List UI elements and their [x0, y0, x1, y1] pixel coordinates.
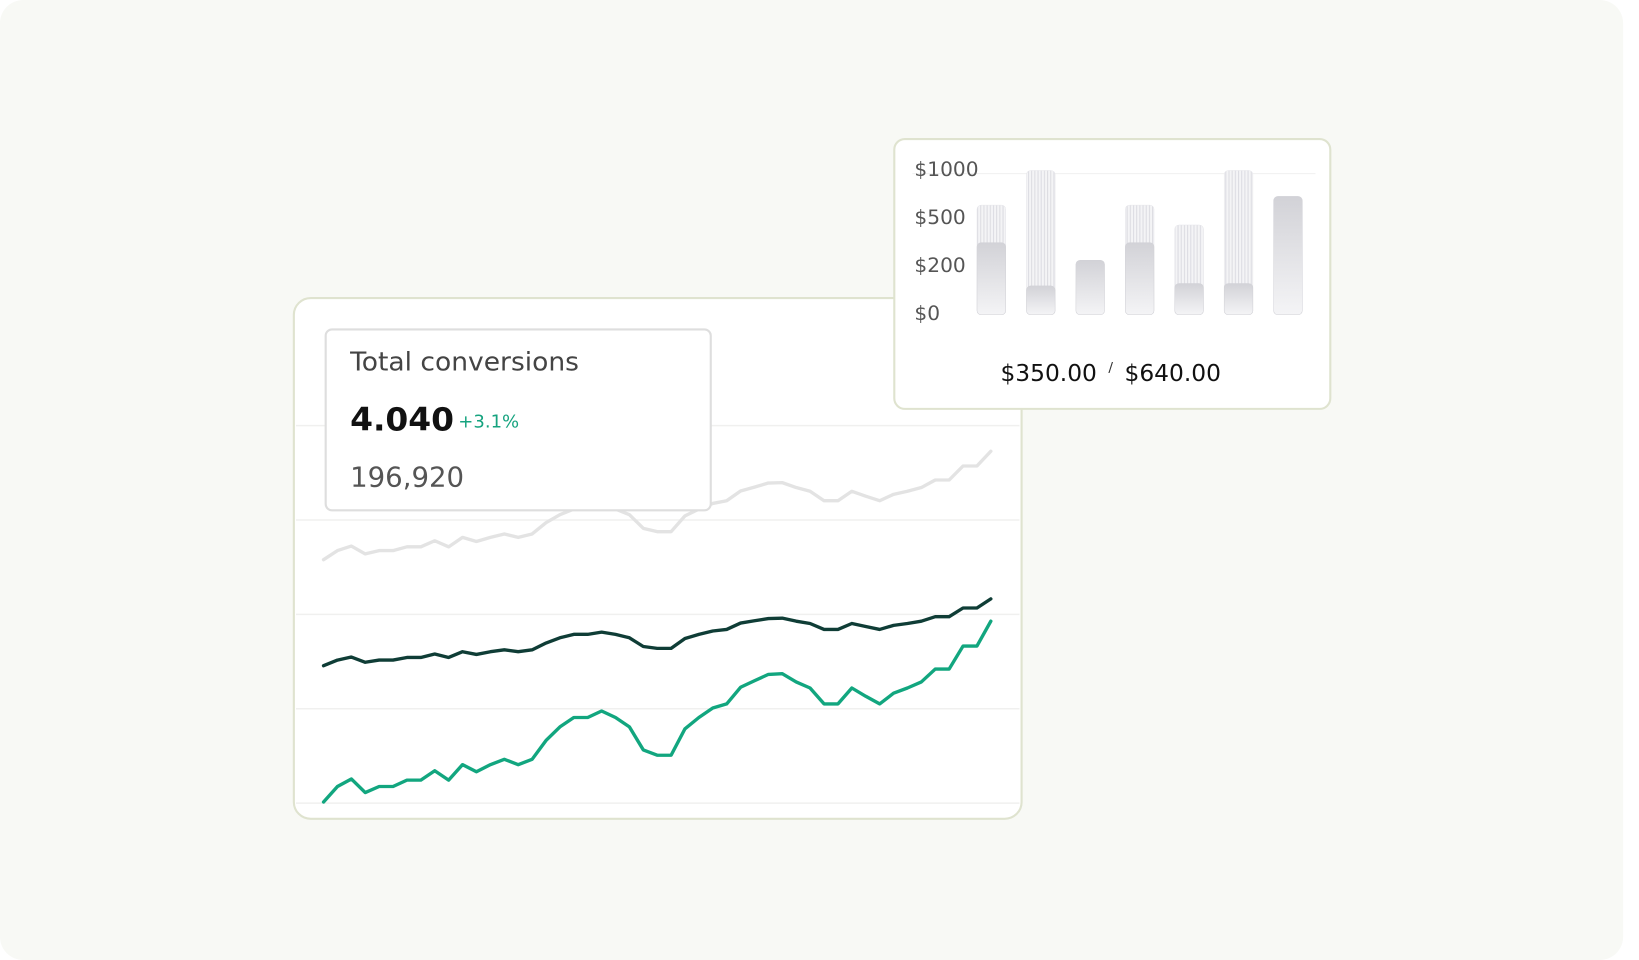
line-series	[321, 619, 993, 804]
kpi-title: Total conversions	[349, 347, 579, 377]
kpi-secondary: 196,920	[350, 463, 464, 494]
kpi-panel	[324, 328, 712, 512]
bar	[1075, 259, 1105, 316]
bar	[1026, 285, 1056, 316]
y-tick-label: $1000	[914, 157, 978, 181]
summary-value: $350.00	[1000, 360, 1096, 387]
bar	[976, 242, 1006, 316]
summary-value: $640.00	[1124, 360, 1220, 387]
y-tick-label: $200	[914, 253, 965, 277]
bar	[1125, 242, 1155, 316]
bar	[1223, 283, 1254, 316]
summary-separator: /	[1108, 360, 1113, 376]
y-tick-label: $500	[914, 205, 965, 229]
kpi-value: 4.040	[350, 401, 454, 439]
kpi-change: +3.1%	[458, 412, 519, 433]
bar-chart: $0 $200 $500 $1000	[914, 157, 1303, 325]
kpi-box: Total conversions 4.040 +3.1% 196,920	[324, 328, 712, 512]
y-tick-label: $0	[914, 301, 940, 325]
bar	[1174, 283, 1204, 316]
line-series	[321, 597, 993, 668]
line-series	[321, 449, 993, 562]
bar	[1273, 196, 1303, 316]
